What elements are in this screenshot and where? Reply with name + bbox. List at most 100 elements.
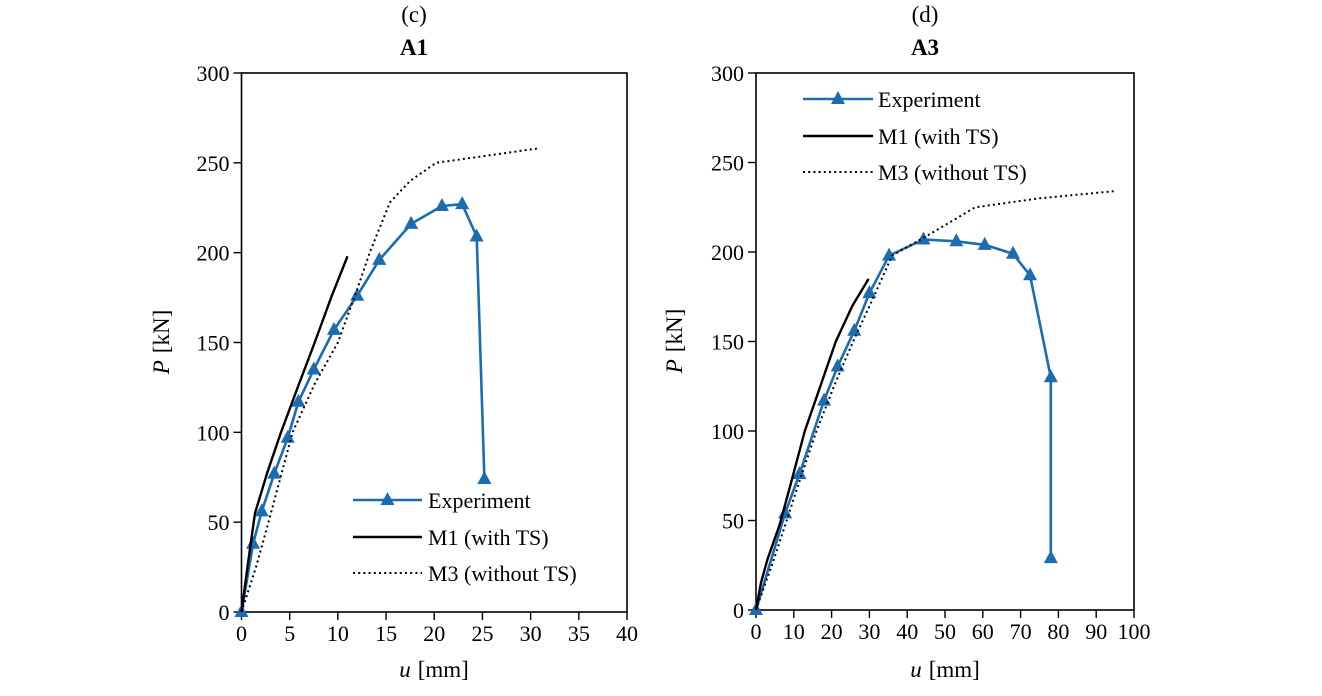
legend-label: M3 (without TS): [878, 160, 1027, 185]
x-tick-label: 10: [327, 621, 349, 646]
series-line: [240, 147, 538, 613]
legend-label: M3 (without TS): [428, 561, 577, 586]
y-tick-label: 50: [722, 509, 744, 534]
legend-item-m3-(without-ts): M3 (without TS): [803, 160, 1027, 185]
x-tick-label: 5: [284, 621, 295, 646]
x-tick-label: 60: [972, 619, 994, 644]
x-tick-label: 0: [751, 619, 762, 644]
x-axis-variable: u: [399, 657, 411, 682]
x-tick-label: 90: [1085, 619, 1107, 644]
chart-title-a1: A1: [399, 35, 429, 60]
legend-label: Experiment: [428, 488, 531, 513]
x-axis-variable: u: [910, 657, 922, 682]
chart-A1: 0 5 10 15 20 25 30 35 40 0 50 100 150 200 250 300 Experi…: [197, 61, 639, 646]
series-line: [754, 238, 1053, 611]
triangle-marker: [306, 361, 321, 375]
x-axis-unit: [mm]: [417, 657, 469, 682]
x-tick-label: 15: [375, 621, 397, 646]
triangle-marker: [916, 231, 931, 245]
legend-label: M1 (with TS): [428, 525, 549, 550]
chart-title-a3: A3: [910, 35, 940, 60]
x-tick-label: 50: [934, 619, 956, 644]
triangle-marker: [404, 215, 419, 229]
triangle-marker: [246, 535, 261, 549]
triangle-marker: [831, 91, 845, 104]
triangle-marker: [327, 321, 342, 335]
triangle-marker: [280, 429, 295, 443]
series-line: [755, 190, 1116, 611]
x-axis-unit: [mm]: [928, 657, 980, 682]
y-tick-label: 300: [711, 61, 744, 86]
triangle-marker: [817, 392, 832, 406]
y-tick-label: 100: [711, 419, 744, 444]
x-tick-label: 35: [568, 621, 590, 646]
triangle-marker: [372, 251, 387, 265]
y-axis-variable: P: [149, 360, 174, 375]
y-tick-label: 200: [197, 241, 230, 266]
series-line: [240, 255, 349, 613]
triangle-marker: [1006, 245, 1021, 259]
x-tick-label: 30: [858, 619, 880, 644]
legend-label: M1 (with TS): [878, 124, 999, 149]
x-tick-label: 40: [616, 621, 638, 646]
panel-label-c: (c): [401, 2, 427, 27]
series-m3-(without-ts): [755, 190, 1116, 611]
x-axis-label-a3: u [mm]: [910, 657, 980, 683]
legend-item-m1-(with-ts): M1 (with TS): [803, 124, 999, 149]
x-tick-label: 20: [821, 619, 843, 644]
series-experiment: [749, 231, 1058, 615]
y-axis-variable: P: [662, 359, 687, 374]
legend-item-m1-(with-ts): M1 (with TS): [353, 525, 549, 550]
triangle-marker: [1043, 369, 1058, 383]
y-tick-label: 200: [711, 240, 744, 265]
triangle-marker: [469, 228, 484, 242]
triangle-marker: [977, 236, 992, 250]
series-line: [240, 202, 486, 613]
x-tick-label: 20: [423, 621, 445, 646]
legend-label: Experiment: [878, 87, 981, 112]
y-tick-label: 250: [197, 151, 230, 176]
panel-label-d: (d): [911, 2, 939, 27]
triangle-marker: [847, 322, 862, 336]
triangle-marker: [830, 358, 845, 372]
y-tick-label: 100: [197, 420, 230, 445]
legend-item-m3-(without-ts): M3 (without TS): [353, 561, 577, 586]
series-m3-(without-ts): [240, 147, 538, 613]
x-tick-label: 100: [1118, 619, 1151, 644]
series-m1-(with-ts): [754, 278, 870, 611]
x-axis-label-a1: u [mm]: [399, 657, 469, 683]
triangle-marker: [291, 393, 306, 407]
y-axis-unit: [kN]: [149, 309, 174, 354]
series-m1-(with-ts): [240, 255, 349, 613]
x-tick-label: 40: [896, 619, 918, 644]
x-tick-label: 70: [1010, 619, 1032, 644]
x-tick-label: 10: [783, 619, 805, 644]
y-tick-label: 150: [711, 330, 744, 355]
x-tick-label: 80: [1047, 619, 1069, 644]
y-tick-label: 150: [197, 331, 230, 356]
triangle-marker: [1043, 550, 1058, 564]
series-line: [754, 278, 870, 611]
triangle-marker: [949, 233, 964, 247]
y-tick-label: 250: [711, 151, 744, 176]
y-tick-label: 300: [197, 61, 230, 86]
y-tick-label: 50: [208, 510, 230, 535]
x-tick-label: 30: [520, 621, 542, 646]
triangle-marker: [350, 287, 365, 301]
x-tick-label: 0: [236, 621, 247, 646]
triangle-marker: [254, 503, 269, 517]
y-tick-label: 0: [219, 600, 230, 625]
y-axis-label-a3: P [kN]: [662, 309, 688, 374]
legend: Experiment M1 (with TS) M3 (without TS): [353, 488, 577, 586]
triangle-marker: [267, 465, 282, 479]
triangle-marker: [862, 285, 877, 299]
y-axis-unit: [kN]: [662, 308, 687, 353]
legend-item-experiment: Experiment: [353, 488, 531, 513]
triangle-marker: [434, 197, 449, 211]
legend: Experiment M1 (with TS) M3 (without TS): [803, 87, 1027, 185]
x-tick-label: 25: [471, 621, 493, 646]
triangle-marker: [882, 247, 897, 261]
triangle-marker: [477, 471, 492, 485]
